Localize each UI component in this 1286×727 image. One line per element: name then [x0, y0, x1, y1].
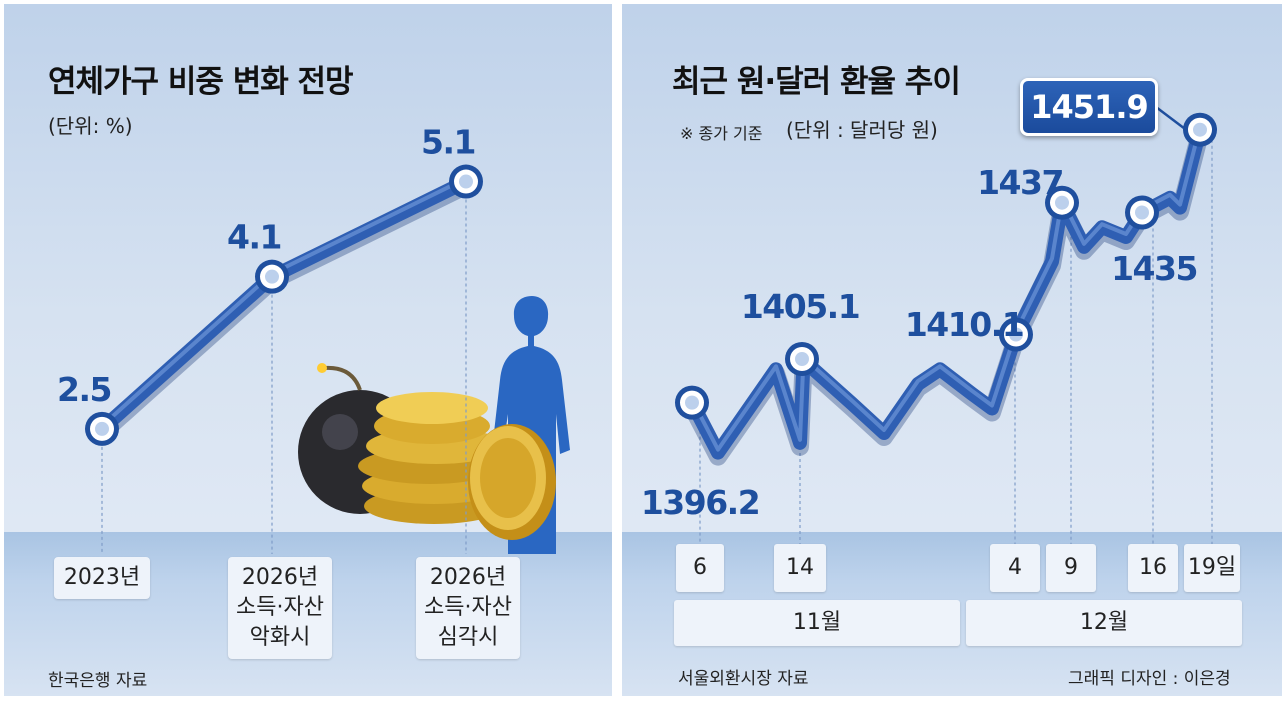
- right-data-point-1-center: [795, 352, 809, 367]
- x-tick-9: 9: [1046, 544, 1096, 592]
- left-unit-label: (단위: %): [48, 114, 133, 138]
- x-tick-14: 14: [774, 544, 826, 592]
- right-unit-label: (단위 : 달러당 원): [786, 118, 938, 142]
- latest-value-callout: 1451.9: [1020, 78, 1158, 136]
- month-label-december: 12월: [966, 600, 1242, 646]
- right-chart-panel: 최근 원·달러 환율 추이 ※ 종가 기준 (단위 : 달러당 원) 1396.…: [622, 4, 1282, 696]
- category-label-2026-worse: 2026년 소득·자산 악화시: [228, 557, 332, 659]
- left-data-point-0-center: [95, 421, 109, 436]
- right-data-label-2: 1410.1: [905, 305, 1023, 344]
- right-data-point-2-center: [1009, 327, 1023, 342]
- left-data-label-2: 5.1: [421, 123, 475, 162]
- right-data-label-3: 1437: [977, 163, 1063, 202]
- x-tick-19: 19일: [1184, 544, 1240, 592]
- right-data-point-5-center: [1193, 122, 1207, 137]
- left-chart-title: 연체가구 비중 변화 전망: [48, 64, 354, 100]
- right-data-point-4-center: [1135, 205, 1149, 220]
- x-tick-16: 16: [1128, 544, 1178, 592]
- right-data-point-3-center: [1055, 195, 1069, 210]
- left-line-chart: 2.5 4.1 5.1: [57, 123, 570, 554]
- right-data-label-4: 1435: [1111, 249, 1197, 288]
- right-data-label-1: 1405.1: [741, 287, 859, 326]
- x-tick-6: 6: [676, 544, 724, 592]
- left-data-label-0: 2.5: [57, 370, 111, 409]
- right-data-point-0-center: [685, 395, 699, 410]
- right-data-label-0: 1396.2: [641, 483, 759, 522]
- category-label-2026-severe: 2026년 소득·자산 심각시: [416, 557, 520, 659]
- gold-coins: [358, 392, 556, 540]
- left-source: 한국은행 자료: [48, 671, 148, 691]
- illustration: [298, 296, 570, 554]
- right-line-chart: 1396.2 1405.1 1410.1 1437 1435: [641, 103, 1217, 544]
- left-data-point-2-center: [459, 174, 473, 189]
- right-note: ※ 종가 기준: [680, 124, 763, 143]
- left-data-label-1: 4.1: [227, 218, 281, 257]
- right-source: 서울외환시장 자료: [678, 669, 809, 689]
- graphic-credit: 그래픽 디자인 : 이은경: [1068, 669, 1231, 689]
- left-chart-panel: 연체가구 비중 변화 전망 (단위: %) 2.5 4.1 5.: [4, 4, 612, 696]
- left-data-point-1-center: [265, 269, 279, 284]
- category-label-2023: 2023년: [54, 557, 150, 599]
- month-label-november: 11월: [674, 600, 960, 646]
- right-chart-title: 최근 원·달러 환율 추이: [672, 64, 961, 100]
- x-tick-4: 4: [990, 544, 1040, 592]
